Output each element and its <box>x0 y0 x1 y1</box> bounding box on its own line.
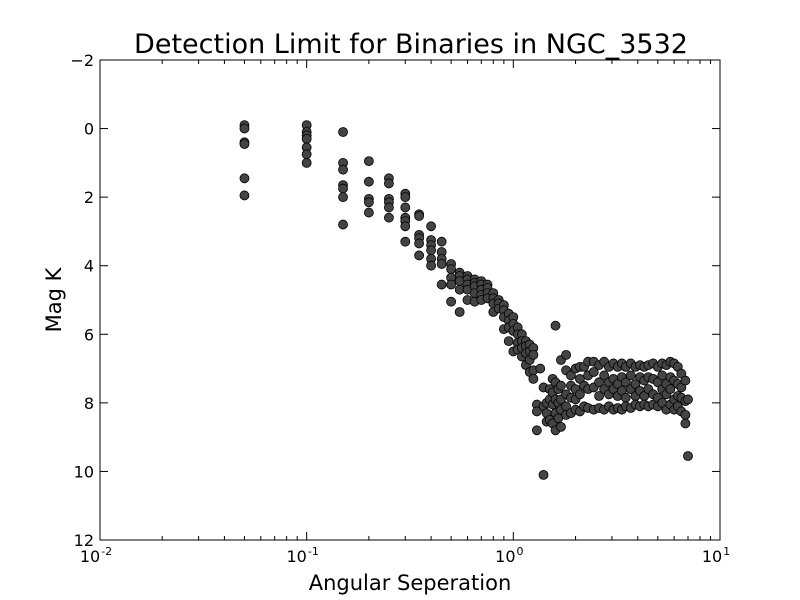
data-point <box>556 380 566 391</box>
data-point <box>588 367 599 377</box>
data-point <box>454 307 465 317</box>
data-point <box>446 296 457 307</box>
data-point <box>599 370 610 381</box>
data-point <box>665 384 676 395</box>
data-point <box>400 192 411 203</box>
data-point <box>426 221 436 232</box>
x-axis-label: Angular Seperation <box>309 571 512 595</box>
data-point <box>414 250 425 261</box>
data-point <box>561 349 571 360</box>
data-point <box>566 370 576 381</box>
data-point <box>550 320 561 331</box>
data-point <box>528 349 539 360</box>
y-tick-label: 8 <box>84 394 94 413</box>
data-point <box>436 279 447 290</box>
data-point <box>400 236 411 247</box>
data-point <box>414 211 425 221</box>
chart-title: Detection Limit for Binaries in NGC_3532 <box>134 29 688 60</box>
y-tick-label: 0 <box>84 120 94 139</box>
data-point <box>338 127 348 137</box>
data-point <box>657 370 668 381</box>
data-point <box>363 156 374 167</box>
y-tick-label: 12 <box>74 531 94 550</box>
data-point <box>446 264 457 275</box>
data-point <box>625 370 636 381</box>
data-point <box>528 373 539 384</box>
y-tick-label: 6 <box>84 325 94 344</box>
data-point <box>594 377 604 388</box>
y-tick-label: −2 <box>70 51 94 70</box>
data-point <box>575 389 585 400</box>
data-point <box>538 469 549 480</box>
data-point <box>239 139 250 149</box>
data-point <box>301 133 312 144</box>
data-point <box>683 394 693 405</box>
data-point <box>620 377 631 388</box>
data-point <box>683 451 693 461</box>
y-tick-label: 2 <box>84 188 94 207</box>
y-tick-label: 10 <box>74 462 94 481</box>
data-point <box>384 202 394 213</box>
data-point <box>531 406 542 417</box>
data-point <box>239 173 250 184</box>
data-point <box>400 202 411 213</box>
data-point <box>620 392 631 403</box>
data-point <box>384 212 394 223</box>
y-tick-label: 4 <box>84 257 94 276</box>
data-point <box>363 197 374 208</box>
data-point <box>239 123 250 134</box>
data-point <box>426 260 436 271</box>
x-tick-label: 100 <box>495 545 523 566</box>
x-axis-ticks: 10-2 10-1 100 101 <box>80 60 730 566</box>
data-point <box>338 164 348 175</box>
data-point <box>338 219 348 230</box>
data-point <box>680 409 691 420</box>
data-point <box>338 192 348 203</box>
data-point <box>446 279 457 290</box>
y-axis-ticks: −2 0 2 4 6 8 10 12 <box>70 51 720 550</box>
data-point <box>426 245 436 256</box>
data-point <box>535 363 546 374</box>
data-point <box>436 259 447 269</box>
data-point <box>556 421 566 432</box>
data-point <box>680 375 691 386</box>
data-point <box>594 391 604 401</box>
data-point <box>239 190 250 201</box>
data-point <box>531 425 542 436</box>
data-point <box>400 221 411 232</box>
data-point <box>436 236 447 247</box>
data-point <box>680 418 691 429</box>
data-point <box>503 336 514 347</box>
plot-frame <box>99 59 721 541</box>
data-point <box>301 149 312 160</box>
data-point <box>363 207 374 218</box>
data-points <box>239 120 693 480</box>
data-point <box>630 379 641 389</box>
data-point <box>363 176 374 187</box>
data-point <box>301 157 312 168</box>
x-tick-label: 101 <box>702 545 730 566</box>
data-point <box>384 178 394 189</box>
x-tick-label: 10-1 <box>287 545 319 566</box>
data-point <box>338 183 348 194</box>
y-axis-label: Mag K <box>42 266 66 332</box>
data-point <box>414 238 425 249</box>
